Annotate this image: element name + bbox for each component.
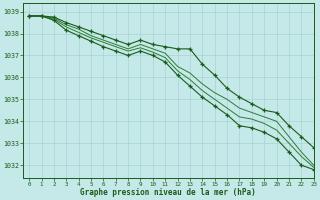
X-axis label: Graphe pression niveau de la mer (hPa): Graphe pression niveau de la mer (hPa) (80, 188, 256, 197)
